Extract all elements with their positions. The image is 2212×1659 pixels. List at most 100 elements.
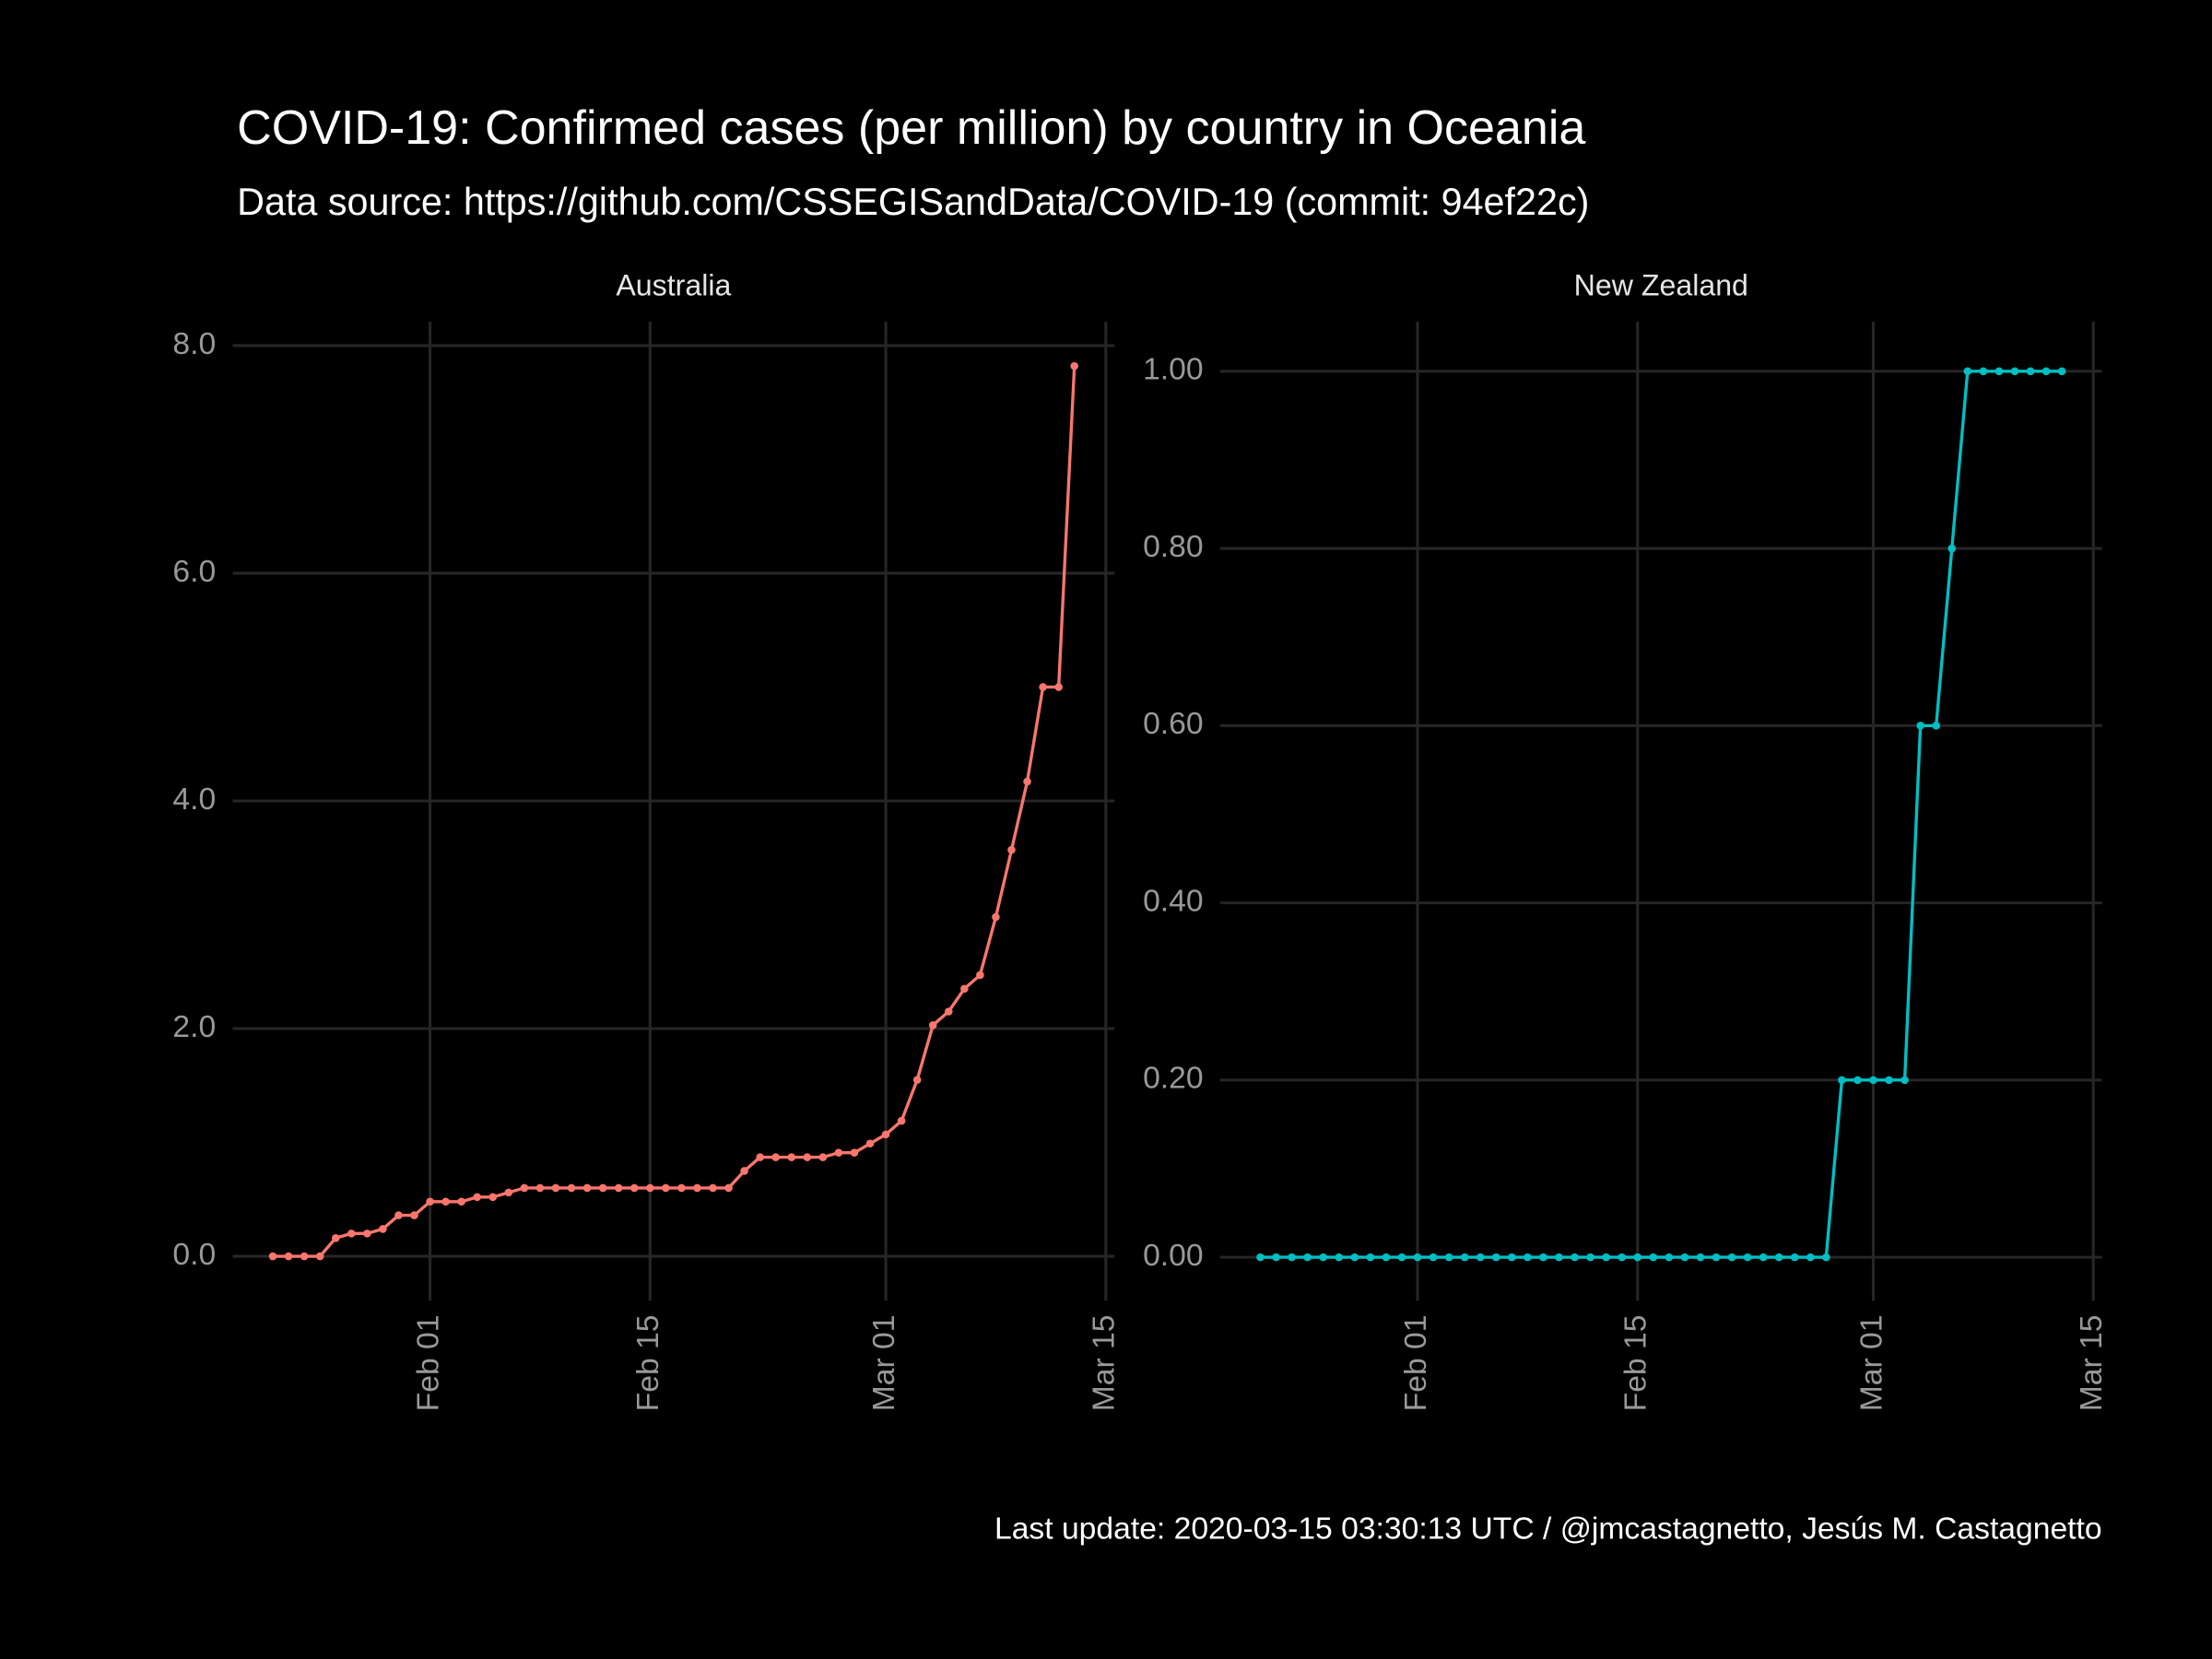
y-tick-label: 0.40 [1143, 884, 1204, 918]
data-point [1382, 1253, 1391, 1262]
data-point [598, 1183, 607, 1193]
data-point [488, 1193, 498, 1202]
data-point [473, 1193, 481, 1202]
data-point [1759, 1253, 1768, 1262]
data-point [709, 1183, 717, 1193]
data-point [865, 1139, 875, 1148]
x-tick-label: Mar 15 [1088, 1315, 1122, 1412]
series-line [1260, 370, 2063, 1259]
data-point [803, 1153, 812, 1161]
data-point [1853, 1076, 1862, 1085]
data-point [331, 1234, 340, 1242]
data-point [520, 1183, 529, 1193]
data-point [1508, 1253, 1516, 1262]
data-point [1256, 1253, 1265, 1262]
data-point [1774, 1253, 1783, 1262]
y-tick-label: 0.20 [1143, 1062, 1204, 1096]
data-point [662, 1183, 670, 1193]
data-point [1822, 1253, 1830, 1262]
data-point [1618, 1253, 1626, 1262]
data-point [912, 1076, 922, 1084]
data-point [1586, 1253, 1594, 1262]
data-point [1429, 1253, 1438, 1262]
data-point [347, 1230, 356, 1238]
data-point [1335, 1253, 1344, 1262]
data-point [2026, 367, 2035, 376]
data-point [1007, 845, 1016, 854]
data-point [1476, 1253, 1485, 1262]
y-tick-label: 8.0 [172, 327, 216, 361]
data-point [1413, 1253, 1422, 1262]
data-point [1994, 367, 2004, 376]
data-point [1319, 1253, 1327, 1262]
data-point [1524, 1253, 1532, 1262]
data-point [441, 1197, 450, 1206]
y-tick-label: 2.0 [172, 1010, 216, 1044]
data-point [1070, 361, 1078, 371]
data-point [268, 1252, 277, 1261]
data-point [1963, 367, 1972, 376]
y-tick-label: 4.0 [172, 782, 216, 817]
x-tick-label: Feb 15 [1619, 1315, 1653, 1412]
data-point [504, 1188, 513, 1197]
data-point [677, 1183, 686, 1193]
data-point [2057, 367, 2066, 376]
data-point [567, 1183, 576, 1193]
x-tick-label: Feb 15 [631, 1315, 665, 1412]
data-point [1397, 1253, 1406, 1262]
data-point [1900, 1076, 1909, 1085]
data-point [740, 1167, 748, 1175]
x-tick-label: Mar 01 [867, 1315, 901, 1412]
data-point [363, 1230, 371, 1238]
data-point [976, 971, 984, 980]
data-point [1680, 1253, 1689, 1262]
data-point [1869, 1076, 1877, 1085]
y-tick-label: 1.00 [1143, 353, 1204, 387]
data-point [2010, 367, 2019, 376]
data-point [1303, 1253, 1312, 1262]
data-point [1633, 1253, 1642, 1262]
y-tick-label: 0.0 [172, 1238, 216, 1272]
data-point [1727, 1253, 1736, 1262]
data-point [1491, 1253, 1500, 1262]
y-tick-label: 6.0 [172, 555, 216, 589]
data-point [379, 1225, 387, 1233]
data-point [2041, 367, 2051, 376]
panel-title: Australia [616, 269, 731, 302]
data-point [457, 1197, 465, 1206]
y-tick-label: 0.60 [1143, 707, 1204, 741]
x-tick-label: Mar 15 [2075, 1315, 2109, 1412]
data-point [818, 1153, 828, 1161]
data-point [394, 1211, 403, 1219]
data-point [1272, 1253, 1280, 1262]
data-point [992, 912, 1000, 922]
data-point [1555, 1253, 1563, 1262]
data-point [1932, 722, 1940, 730]
caption: Last update: 2020-03-15 03:30:13 UTC / @… [994, 1512, 2102, 1547]
data-point [1885, 1076, 1893, 1085]
data-point [1665, 1253, 1674, 1262]
data-point [1288, 1253, 1296, 1262]
data-point [1054, 683, 1063, 691]
data-point [693, 1183, 701, 1193]
data-point [756, 1153, 764, 1161]
data-point [881, 1130, 890, 1139]
y-tick-label: 0.80 [1143, 530, 1204, 564]
data-point [410, 1211, 418, 1219]
data-point [724, 1183, 733, 1193]
data-point [850, 1148, 859, 1157]
data-point [646, 1183, 654, 1193]
data-point [629, 1183, 639, 1193]
data-point [582, 1183, 592, 1193]
data-point [1602, 1253, 1610, 1262]
data-point [1444, 1253, 1453, 1262]
chart-title: COVID-19: Confirmed cases (per million) … [237, 101, 1585, 155]
x-tick-label: Mar 01 [1854, 1315, 1888, 1412]
data-point [1023, 777, 1031, 786]
data-point [1979, 367, 1988, 376]
data-point [614, 1183, 623, 1193]
data-point [1649, 1253, 1658, 1262]
data-point [300, 1252, 309, 1261]
